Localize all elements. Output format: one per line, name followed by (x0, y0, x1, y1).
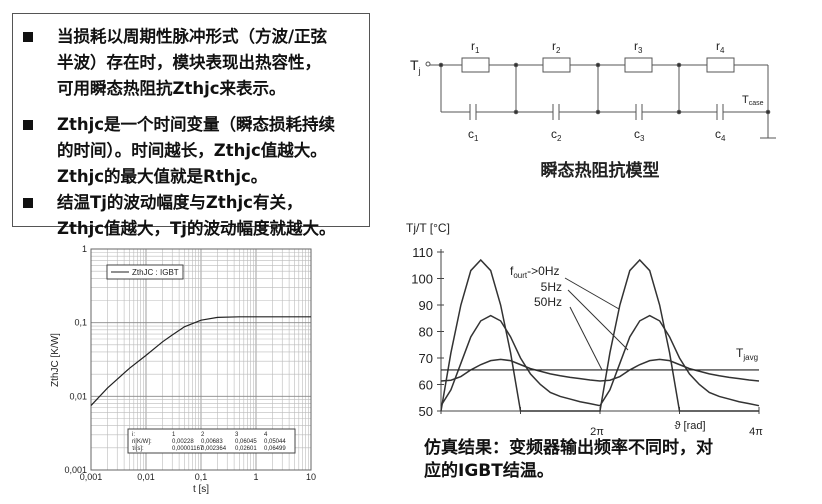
node-dot (595, 109, 601, 115)
legend-box (106, 264, 184, 280)
node-dot (676, 62, 682, 68)
thermal-circuit: Tj Tcase r1 r2 r3 r4 c1 c2 c3 c4 瞬态热阻抗模型 (410, 39, 776, 181)
bullet-line: 可用瞬态热阻抗Zthjc来表示。 (57, 79, 286, 98)
zth-chart: 0,001 0,01 0,1 1 10 0,001 0,01 0,1 1 t [s] ZthJC [… (50, 244, 316, 495)
table-cell: i: (132, 432, 135, 438)
x-tick-label: 0,1 (195, 472, 208, 482)
resistor-label: r1 (471, 39, 480, 55)
bullet-line: Zthjc值越大，Tj的波动幅度就越大。 (57, 219, 336, 238)
temperature-curve (440, 258, 759, 412)
bullet-line: Zthjc的最大值就是Rthjc。 (57, 167, 268, 186)
y-tick-label: 70 (419, 351, 433, 366)
x-tick-label: 4π (749, 426, 763, 438)
resistor-icon (542, 57, 571, 73)
caption-line: 应的IGBT结温。 (424, 461, 554, 481)
capacitor-label: c1 (468, 127, 479, 143)
resistor-icon (461, 57, 490, 73)
table-cell: τi[s]: (132, 446, 144, 452)
gap (470, 111, 476, 114)
table-cell: 0,00001167 (172, 446, 204, 452)
bullet-line: Zthjc是一个时间变量（瞬态损耗持续 (57, 115, 336, 134)
x-tick-label: 1 (253, 472, 258, 482)
table-cell: 0,05044 (264, 439, 286, 445)
square-bullet-icon (23, 120, 33, 130)
resistor-icon (706, 57, 735, 73)
table-cell: 2 (201, 432, 205, 438)
table-cell: 4 (264, 432, 268, 438)
caption-line: 仿真结果：变频器输出频率不同时，对 (424, 438, 713, 458)
resistor-icon (624, 57, 653, 73)
temperature-curve (440, 358, 760, 382)
y-axis-label: Tj/T [°C] (406, 221, 450, 235)
tj-label: Tj (410, 57, 421, 76)
node-dot (765, 109, 771, 115)
bullet-line: 的时间）。时间越长，Zthjc值越大。 (57, 141, 327, 160)
y-tick-label: 0,1 (74, 318, 87, 328)
x-tick-label: 2π (590, 426, 604, 438)
caption: 仿真结果：变频器输出频率不同时，对 应的IGBT结温。 (424, 437, 713, 483)
resistor-label: r3 (634, 39, 643, 55)
bullet-line: 半波）存在时，模块表现出热容性， (57, 53, 321, 72)
y-tick-label: 90 (419, 298, 433, 313)
gap (636, 111, 642, 114)
table-cell: 3 (235, 432, 239, 438)
capacitor-label: c2 (551, 127, 562, 143)
table-cell: ri[K/W]: (132, 439, 152, 445)
y-axis-label: ZthJC [K/W] (50, 333, 61, 387)
y-tick-label: 100 (411, 272, 433, 287)
tjavg-label: Tjavg (736, 346, 758, 362)
table-cell: 0,06045 (235, 439, 257, 445)
x-tick-label: 0,01 (137, 472, 155, 482)
series-label: 50Hz (534, 295, 562, 309)
x-axis-label: ϑ [rad] (674, 420, 705, 432)
square-bullet-icon (23, 32, 33, 42)
plot-frame (90, 248, 312, 471)
zth-curve (90, 316, 311, 406)
node-dot (438, 62, 444, 68)
leader-line (564, 277, 620, 310)
leader-line (569, 306, 603, 371)
resistor-label: r4 (716, 39, 725, 55)
text-box: 当损耗以周期性脉冲形式（方波/正弦 半波）存在时，模块表现出热容性， 可用瞬态热阻抗… (12, 13, 370, 238)
resistor-label: r2 (552, 39, 561, 55)
y-tick-label: 0,01 (69, 391, 87, 401)
capacitor-label: c4 (715, 127, 726, 143)
node-dot (513, 109, 519, 115)
legend-label: ZthJC : IGBT (132, 268, 179, 277)
param-table (127, 428, 296, 454)
x-tick-label: 0,001 (80, 472, 103, 482)
square-bullet-icon (23, 198, 33, 208)
node-dot (595, 62, 601, 68)
node-dot (676, 109, 682, 115)
table-cell: 0,06499 (264, 446, 286, 452)
temperature-curve (440, 314, 760, 407)
y-tick-label: 0,001 (64, 465, 87, 475)
y-tick-label: 80 (419, 325, 433, 340)
circuit-title: 瞬态热阻抗模型 (541, 160, 660, 181)
y-tick-label: 60 (419, 378, 433, 393)
table-cell: 0,002364 (201, 446, 227, 452)
x-tick-label: 10 (306, 472, 316, 482)
table-cell: 0,02601 (235, 446, 257, 452)
capacitor-label: c3 (634, 127, 645, 143)
bullet-line: 当损耗以周期性脉冲形式（方波/正弦 (57, 27, 328, 46)
gap (553, 111, 559, 114)
y-tick-label: 110 (412, 245, 433, 260)
terminal-icon (425, 61, 431, 67)
tcase-label: Tcase (742, 94, 764, 107)
y-tick-label: 50 (419, 404, 433, 419)
node-dot (513, 62, 519, 68)
x-axis-label: t [s] (193, 484, 209, 495)
y-tick-label: 1 (82, 244, 87, 254)
table-cell: 1 (172, 432, 176, 438)
series-label: 5Hz (541, 280, 562, 294)
gap (717, 111, 723, 114)
bullet-line: 结温Tj的波动幅度与Zthjc有关， (57, 193, 303, 212)
temperature-chart: Tj/T [°C] 50 60 70 80 90 100 110 2π 4π ϑ [rad] Tjav… (406, 221, 763, 438)
table-cell: 0,00228 (172, 439, 194, 445)
leader-line (567, 289, 629, 351)
table-cell: 0,00683 (201, 439, 223, 445)
series-label: fourt->0Hz (510, 264, 559, 280)
